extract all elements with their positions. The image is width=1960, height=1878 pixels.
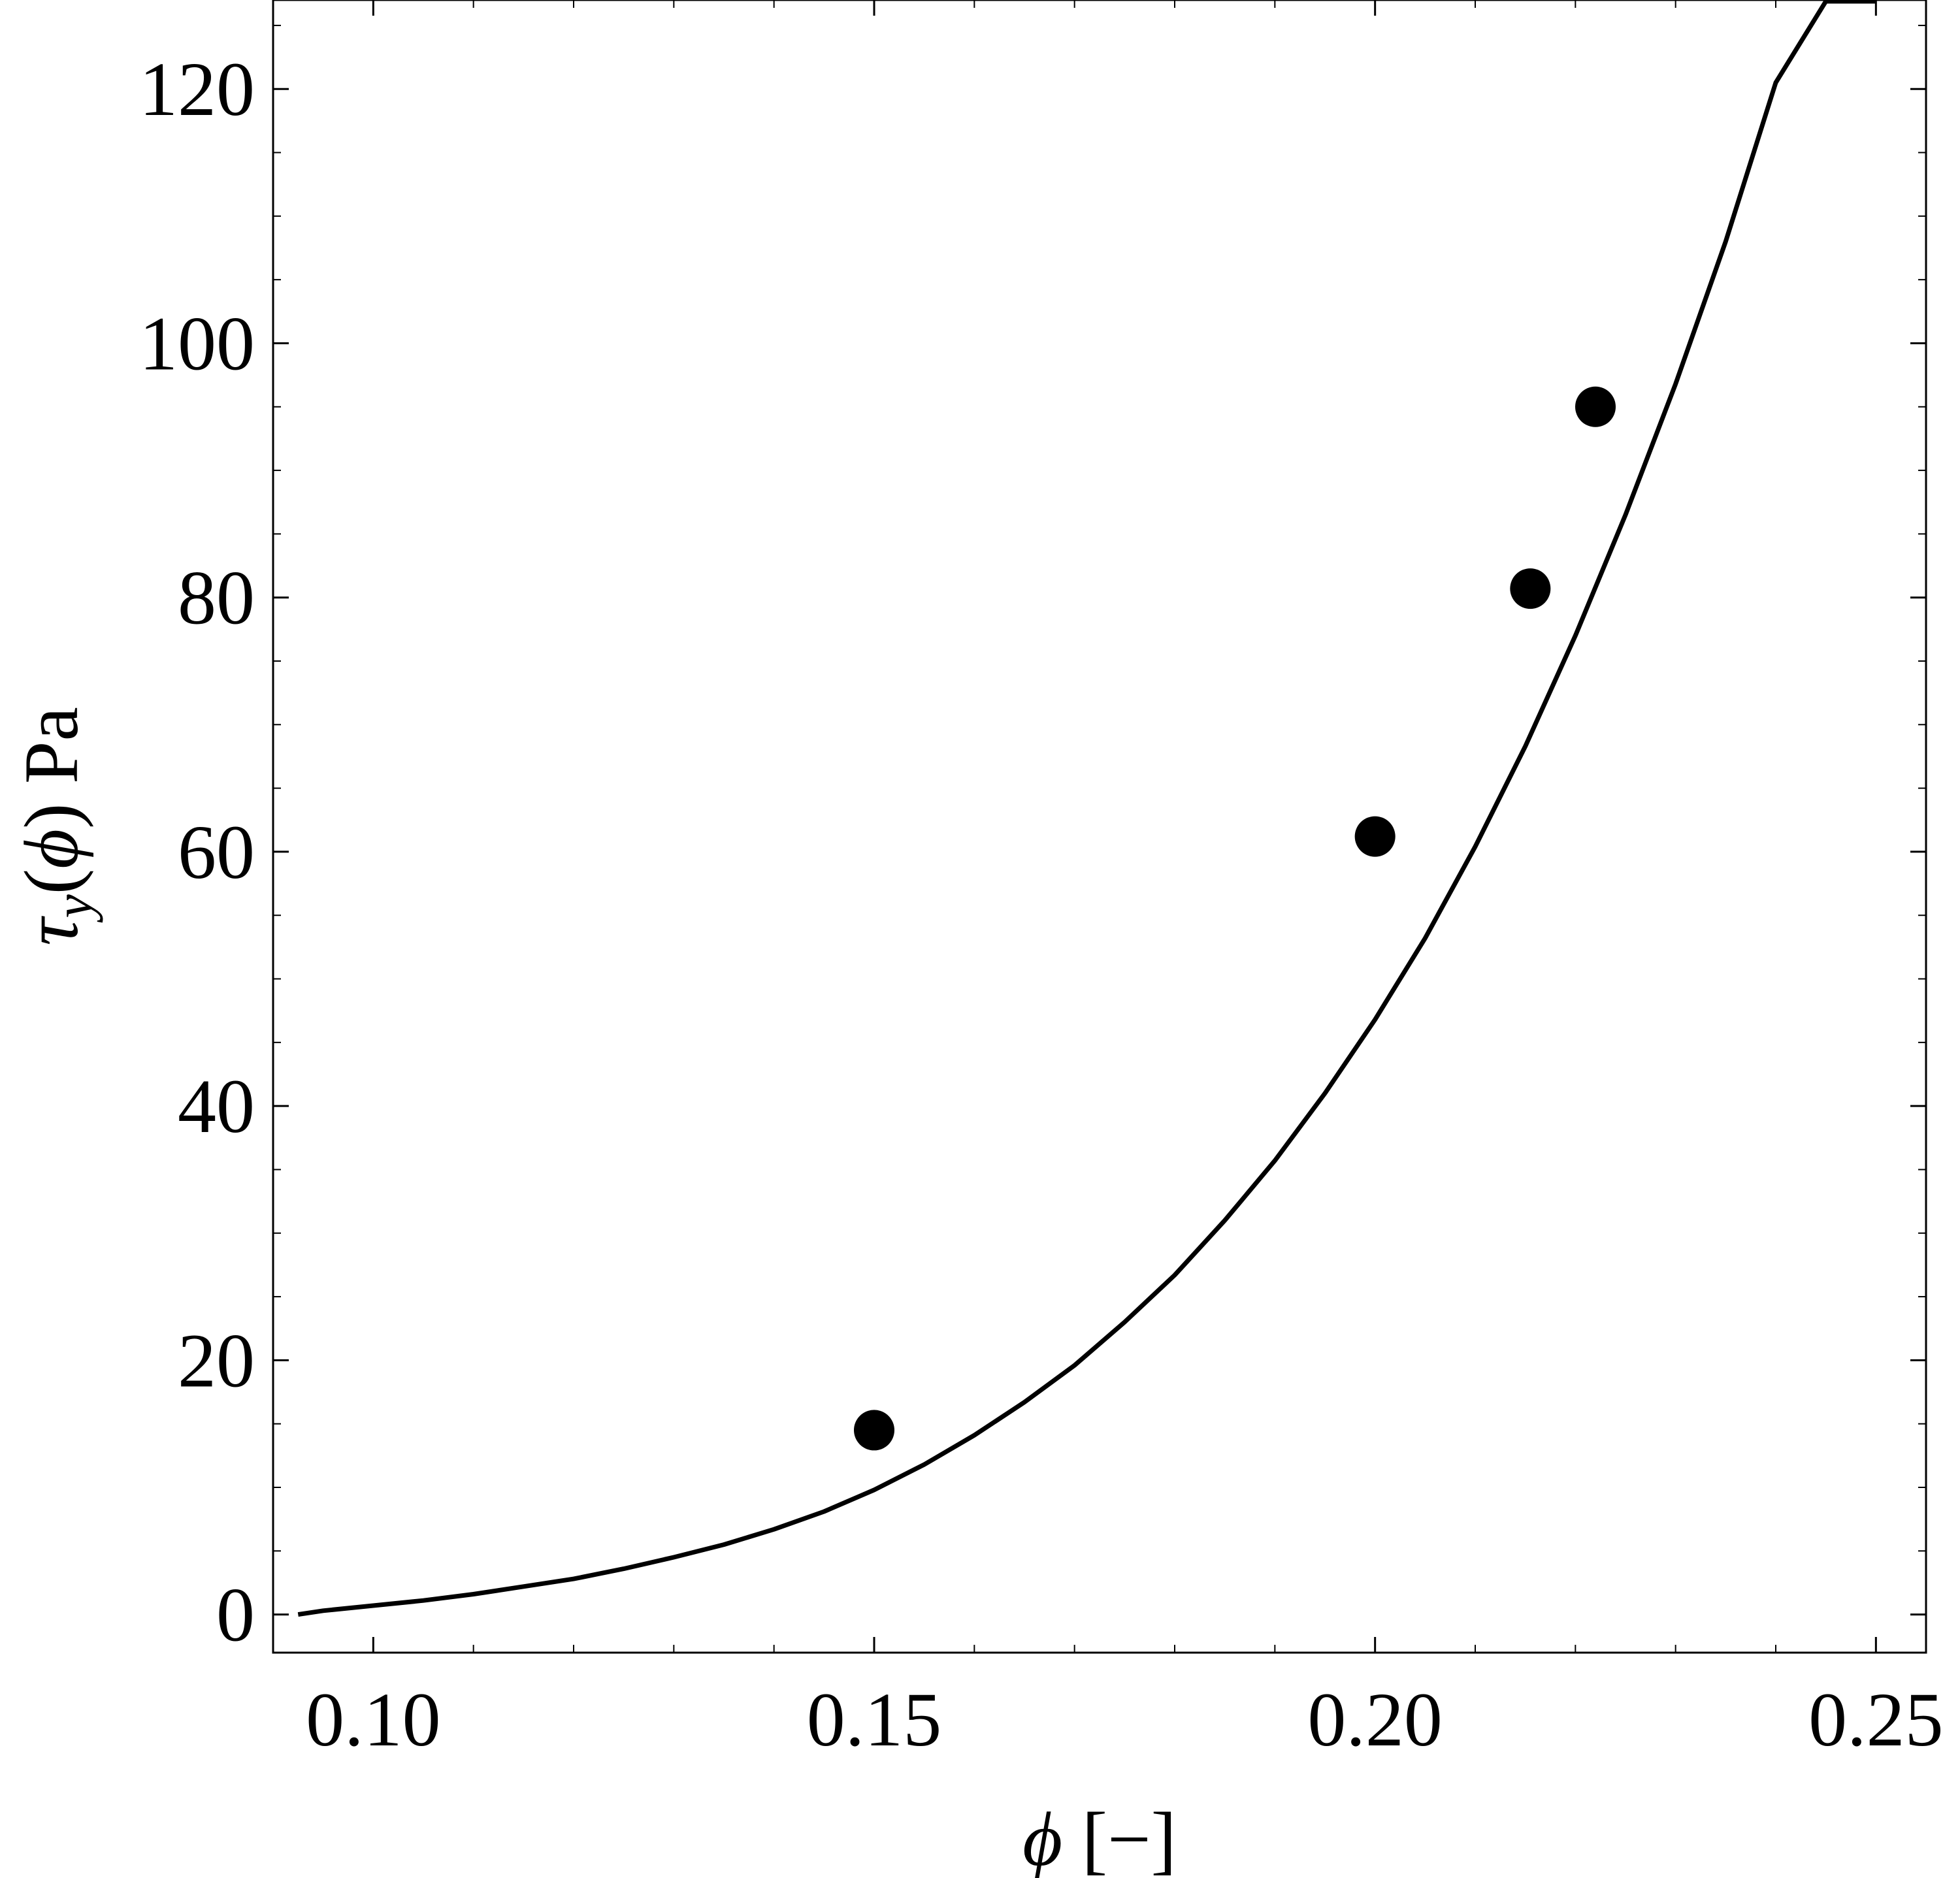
y-tick-label: 120: [139, 46, 255, 132]
y-tick-labels: 0 20 40 60 80 100 120: [139, 46, 255, 1657]
y-axis-paren-close: ): [8, 803, 94, 829]
y-tick-label: 20: [178, 1318, 255, 1403]
y-tick-label: 40: [178, 1063, 255, 1149]
x-tick-labels: 0.10 0.15 0.20 0.25: [306, 1677, 1944, 1762]
y-axis-subscript: y: [44, 894, 103, 923]
y-axis-label: τy(ϕ) Pa: [8, 707, 103, 946]
y-axis-arg: ϕ: [8, 829, 94, 869]
data-point: [1575, 386, 1616, 427]
y-axis-unit: Pa: [8, 707, 94, 803]
data-point: [1354, 816, 1396, 857]
data-points: [854, 386, 1616, 1451]
y-tick-label: 0: [216, 1572, 255, 1658]
data-point: [1510, 568, 1551, 609]
x-tick-label: 0.10: [306, 1677, 441, 1762]
x-axis-label: ϕ [−]: [1022, 1796, 1177, 1878]
plot-frame: [272, 0, 1927, 1654]
minor-ticks: [272, 0, 1926, 1653]
y-tick-label: 60: [178, 809, 255, 895]
x-tick-label: 0.25: [1808, 1677, 1944, 1762]
x-tick-label: 0.20: [1307, 1677, 1443, 1762]
data-point: [854, 1410, 894, 1451]
x-axis-symbol: ϕ: [1022, 1796, 1062, 1878]
major-ticks: [273, 0, 1926, 1653]
y-tick-label: 80: [178, 555, 255, 641]
y-axis-paren-open: (: [8, 869, 94, 894]
model-curve: [297, 0, 1876, 1617]
y-axis-symbol: τ: [8, 916, 94, 946]
x-axis-unit: [−]: [1062, 1796, 1177, 1878]
y-tick-label: 100: [139, 300, 255, 386]
x-tick-label: 0.15: [807, 1677, 942, 1762]
